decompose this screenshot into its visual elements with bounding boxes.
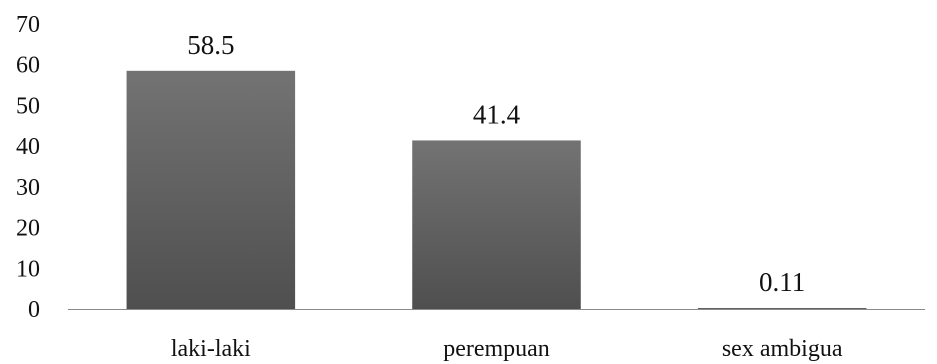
y-tick-label: 60	[16, 53, 40, 79]
bar-sex-ambigua	[697, 308, 867, 309]
y-tick-label: 10	[16, 256, 40, 282]
y-tick-label: 20	[16, 216, 40, 242]
x-category-label: perempuan	[443, 336, 550, 362]
data-labels: 58.5 41.4 0.11	[187, 30, 805, 297]
data-label: 0.11	[759, 267, 805, 297]
x-category-label: sex ambigua	[722, 336, 843, 362]
y-tick-label: 30	[16, 175, 40, 201]
x-category-label: laki-laki	[171, 336, 251, 362]
bars	[126, 70, 867, 309]
y-tick-label: 0	[28, 297, 40, 323]
bar-laki-laki	[126, 70, 296, 309]
data-label: 41.4	[473, 99, 521, 129]
x-axis: laki-laki perempuan sex ambigua	[68, 309, 925, 362]
y-tick-label: 50	[16, 93, 40, 119]
y-tick-label: 40	[16, 134, 40, 160]
bar-perempuan	[412, 140, 581, 309]
y-axis: 0 10 20 30 40 50 60 70	[16, 12, 40, 323]
data-label: 58.5	[187, 30, 234, 60]
y-tick-label: 70	[16, 12, 40, 38]
